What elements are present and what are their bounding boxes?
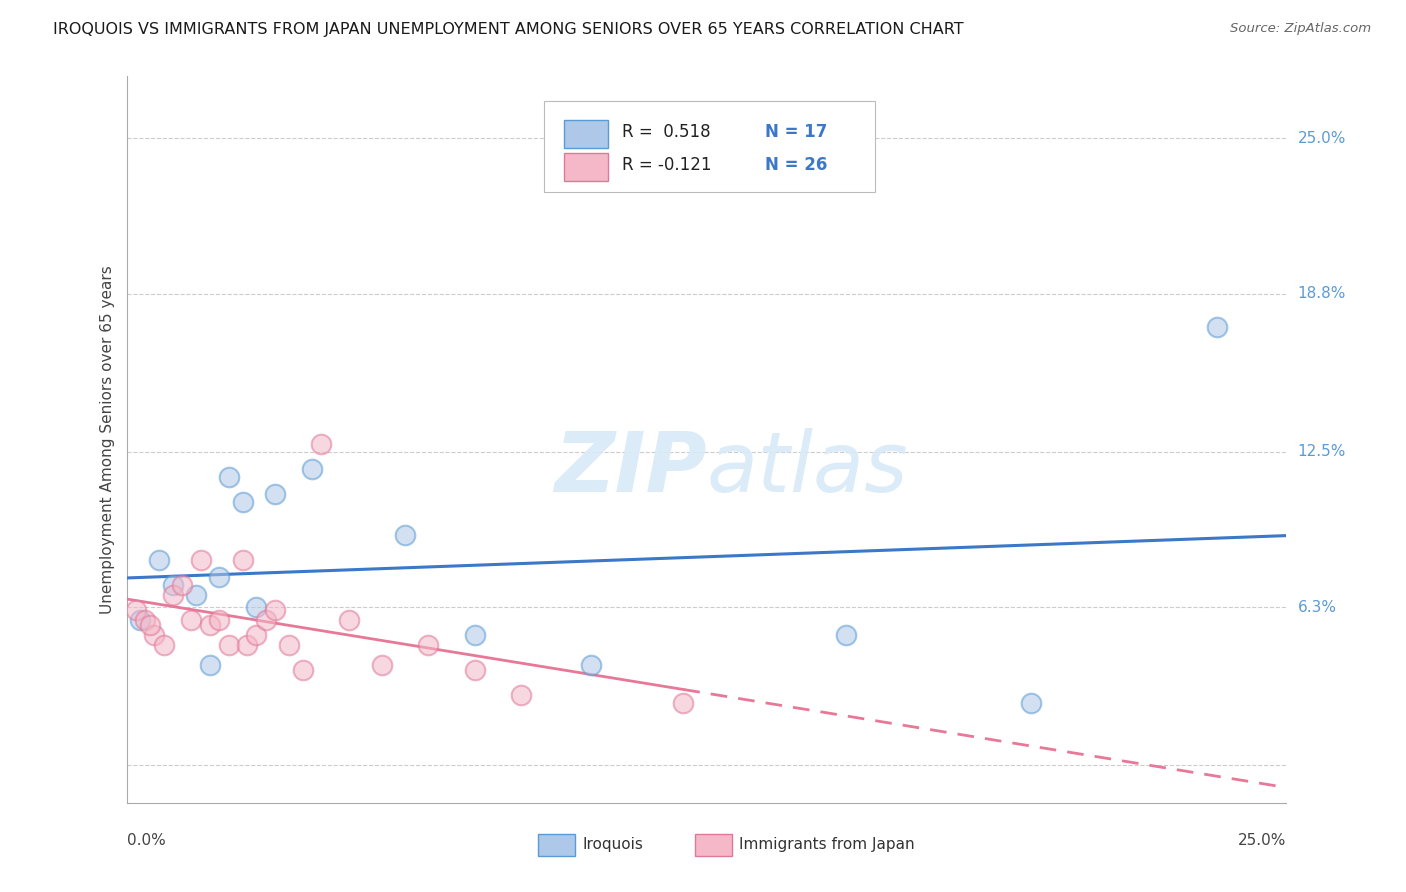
Text: R =  0.518: R = 0.518: [621, 123, 710, 141]
Point: [172, 578, 194, 592]
Point: [1021, 696, 1043, 710]
Point: [152, 638, 174, 652]
Point: [264, 603, 287, 617]
Text: Iroquois: Iroquois: [582, 838, 644, 853]
Point: [218, 638, 240, 652]
Text: 0.0%: 0.0%: [127, 833, 166, 848]
Point: [198, 657, 221, 672]
Point: [278, 638, 301, 652]
Bar: [564, 120, 607, 148]
Point: [579, 657, 602, 672]
Point: [311, 437, 333, 451]
Point: [291, 663, 314, 677]
Point: [236, 638, 259, 652]
Point: [208, 613, 231, 627]
Point: [218, 470, 240, 484]
Point: [509, 688, 531, 702]
Point: [129, 613, 152, 627]
Bar: [564, 153, 607, 181]
Point: [1206, 319, 1229, 334]
Text: atlas: atlas: [707, 428, 908, 509]
Point: [198, 617, 221, 632]
Point: [464, 663, 486, 677]
Text: R = -0.121: R = -0.121: [621, 156, 711, 174]
Text: 25.0%: 25.0%: [1239, 833, 1286, 848]
Point: [371, 657, 394, 672]
Point: [125, 603, 148, 617]
Text: 18.8%: 18.8%: [1298, 286, 1346, 301]
Point: [162, 578, 184, 592]
Point: [190, 552, 212, 566]
Point: [245, 600, 267, 615]
Point: [208, 570, 231, 584]
Point: [186, 588, 208, 602]
Point: [134, 613, 156, 627]
Text: 12.5%: 12.5%: [1298, 444, 1346, 459]
Point: [138, 617, 162, 632]
Bar: [695, 834, 733, 855]
Text: 6.3%: 6.3%: [1298, 599, 1337, 615]
Text: IROQUOIS VS IMMIGRANTS FROM JAPAN UNEMPLOYMENT AMONG SENIORS OVER 65 YEARS CORRE: IROQUOIS VS IMMIGRANTS FROM JAPAN UNEMPL…: [53, 22, 965, 37]
FancyBboxPatch shape: [544, 102, 875, 192]
Text: ZIP: ZIP: [554, 428, 707, 509]
Point: [245, 628, 267, 642]
Point: [394, 527, 416, 541]
Point: [337, 613, 360, 627]
Point: [464, 628, 486, 642]
Bar: [538, 834, 575, 855]
Point: [162, 588, 184, 602]
Y-axis label: Unemployment Among Seniors over 65 years: Unemployment Among Seniors over 65 years: [100, 265, 115, 614]
Point: [231, 495, 254, 509]
Point: [301, 462, 323, 476]
Text: 25.0%: 25.0%: [1298, 131, 1346, 146]
Point: [418, 638, 440, 652]
Point: [672, 696, 695, 710]
Point: [180, 613, 202, 627]
Text: Immigrants from Japan: Immigrants from Japan: [740, 838, 915, 853]
Point: [143, 628, 166, 642]
Point: [148, 552, 170, 566]
Text: Source: ZipAtlas.com: Source: ZipAtlas.com: [1230, 22, 1371, 36]
Point: [264, 487, 287, 501]
Text: N = 26: N = 26: [765, 156, 827, 174]
Point: [254, 613, 277, 627]
Text: N = 17: N = 17: [765, 123, 827, 141]
Point: [231, 552, 254, 566]
Point: [835, 628, 858, 642]
